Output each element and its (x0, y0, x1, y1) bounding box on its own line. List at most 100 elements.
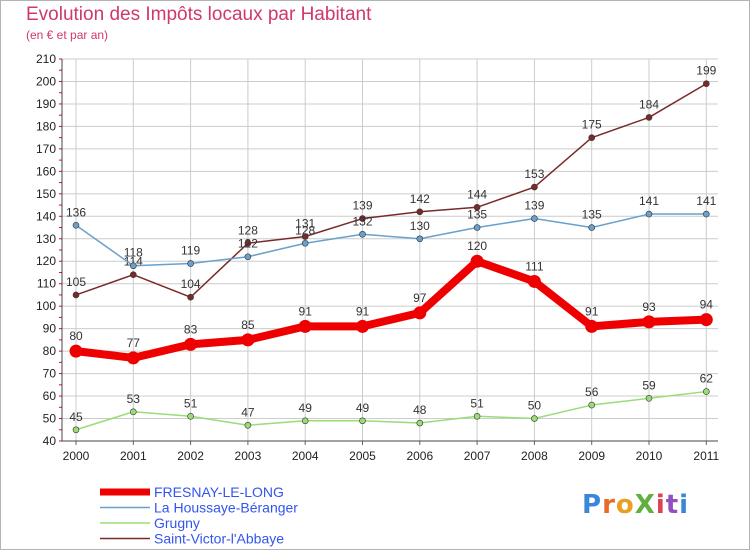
data-label: 93 (642, 300, 656, 314)
data-point (473, 204, 481, 211)
y-tick-label: 150 (36, 187, 56, 201)
proxiti-logo: ProXiti (582, 490, 690, 520)
y-tick-label: 100 (36, 299, 56, 313)
data-point (416, 419, 424, 427)
data-point (244, 239, 252, 247)
data-label: 142 (410, 192, 430, 206)
data-label: 175 (582, 118, 602, 132)
chart-subtitle: (en € et par an) (26, 28, 109, 42)
data-point (130, 408, 137, 416)
data-point (588, 134, 596, 141)
data-point (645, 395, 653, 402)
data-label: 104 (181, 277, 201, 291)
data-point (642, 315, 656, 329)
x-tick-label: 2003 (235, 449, 262, 463)
legend-label: Grugny (154, 515, 200, 531)
data-label: 51 (184, 396, 198, 410)
x-tick-label: 2005 (349, 449, 376, 463)
data-label: 139 (524, 199, 544, 213)
data-label: 139 (352, 199, 372, 213)
data-point (301, 233, 309, 240)
series-line-3 (75, 82, 708, 298)
data-point (69, 344, 83, 358)
y-tick-label: 120 (36, 254, 56, 268)
data-point (531, 215, 538, 222)
data-label: 85 (241, 318, 255, 332)
y-tick-label: 40 (43, 434, 57, 448)
x-tick-label: 2000 (63, 449, 90, 463)
data-point (130, 271, 137, 279)
chart-title: Evolution des Impôts locaux par Habitant (26, 4, 372, 25)
x-tick-label: 2007 (464, 449, 491, 463)
y-tick-label: 70 (43, 367, 57, 381)
x-tick-label: 2001 (120, 449, 147, 463)
y-tick-label: 180 (36, 119, 56, 133)
data-point (298, 319, 312, 333)
x-tick-label: 2004 (292, 449, 319, 463)
data-point (702, 210, 710, 218)
data-point (356, 319, 369, 333)
data-point (527, 274, 541, 288)
legend-label: Saint-Victor-l'Abbaye (154, 531, 284, 547)
data-point (359, 230, 366, 238)
data-label: 77 (127, 336, 141, 350)
data-point (416, 208, 424, 216)
data-label: 91 (585, 304, 599, 318)
series-line-1 (75, 213, 708, 267)
data-label: 49 (356, 401, 370, 415)
data-label: 122 (238, 237, 258, 251)
data-point (645, 210, 653, 218)
data-label: 80 (69, 329, 83, 343)
y-tick-label: 140 (36, 209, 56, 223)
data-point (72, 221, 80, 229)
data-point (301, 239, 309, 247)
x-tick-label: 2008 (521, 449, 548, 463)
data-label: 47 (241, 405, 255, 419)
data-point (702, 388, 710, 395)
data-label: 120 (467, 239, 487, 253)
series-line-0 (72, 257, 711, 362)
data-label: 45 (69, 410, 83, 424)
data-point (702, 80, 710, 88)
y-tick-label: 200 (36, 74, 56, 88)
series-line-2 (75, 390, 708, 431)
data-point (301, 417, 309, 425)
x-tick-label: 2011 (693, 449, 719, 463)
data-point (244, 421, 252, 429)
data-point (413, 306, 427, 320)
data-label: 111 (525, 259, 544, 273)
y-tick-label: 160 (36, 164, 56, 178)
data-label: 118 (124, 246, 143, 260)
data-label: 199 (696, 64, 716, 78)
data-label: 144 (467, 187, 487, 201)
data-label: 48 (413, 403, 427, 417)
y-tick-label: 80 (43, 344, 57, 358)
data-point (187, 260, 194, 267)
data-point (72, 426, 80, 434)
data-point (72, 291, 80, 299)
data-point (244, 253, 252, 261)
data-label: 141 (696, 194, 716, 208)
data-label: 59 (642, 378, 656, 392)
legend-label: FRESNAY-LE-LONG (154, 484, 284, 500)
data-point (531, 183, 538, 191)
data-point (699, 313, 713, 327)
data-label: 184 (639, 97, 659, 111)
data-label: 132 (352, 214, 372, 228)
data-label: 136 (66, 205, 86, 219)
data-point (473, 412, 481, 420)
data-point (416, 235, 424, 243)
data-label: 53 (127, 392, 141, 406)
data-point (470, 254, 484, 268)
data-point (531, 415, 538, 422)
data-label: 128 (238, 223, 258, 237)
data-label: 141 (639, 194, 659, 208)
data-point (187, 293, 194, 301)
y-tick-label: 50 (43, 412, 57, 426)
data-point (126, 351, 140, 365)
y-tick-label: 60 (43, 389, 57, 403)
data-point (645, 114, 653, 121)
data-point (588, 224, 596, 231)
y-tick-label: 210 (36, 52, 56, 66)
